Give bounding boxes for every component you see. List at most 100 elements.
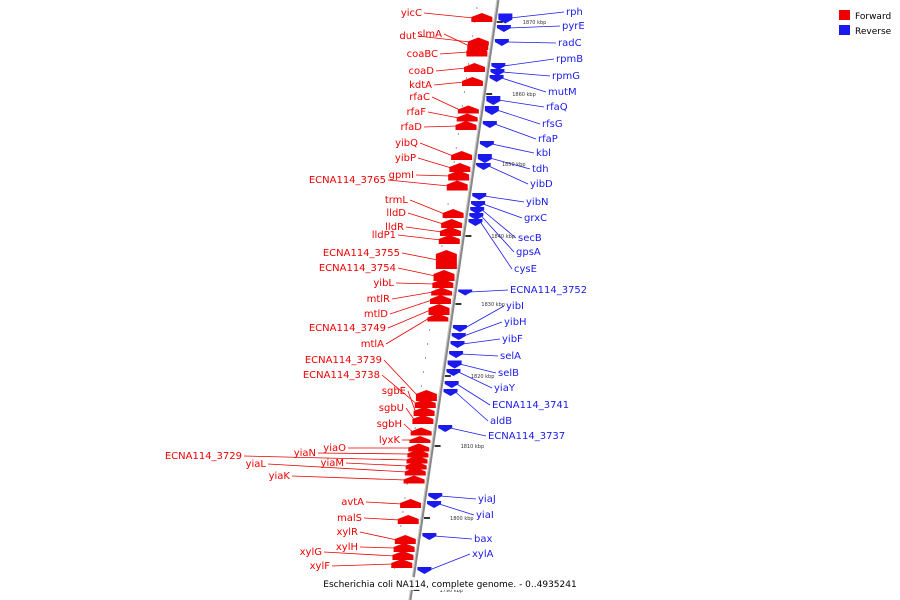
- forward-gene-label: lldP1: [372, 230, 396, 241]
- map-caption: Escherichia coli NA114, complete genome.…: [323, 580, 576, 590]
- forward-gene-leader: [387, 179, 449, 187]
- forward-gene-feature: [400, 499, 422, 508]
- forward-gene-leader: [391, 291, 434, 300]
- forward-gene-feature: [446, 180, 468, 191]
- label-leader-lines: [243, 11, 565, 571]
- reverse-gene-label: selB: [498, 368, 519, 379]
- reverse-gene-feature: [470, 207, 485, 214]
- forward-gene-feature: [433, 270, 455, 281]
- forward-gene-leader: [423, 12, 474, 19]
- reverse-gene-leader: [496, 109, 541, 125]
- reverse-gene-leader: [440, 495, 477, 500]
- reverse-gene-leader: [481, 215, 515, 253]
- reverse-gene-leader: [480, 221, 513, 270]
- forward-gene-label: xylF: [310, 561, 331, 572]
- forward-gene-feature: [461, 77, 483, 86]
- reverse-gene-leader: [482, 203, 523, 219]
- forward-gene-label: malS: [337, 513, 362, 524]
- reverse-gene-leader: [459, 363, 497, 374]
- reverse-gene-label: rpmB: [556, 54, 583, 65]
- reverse-gene-feature: [422, 533, 437, 540]
- forward-gene-label: xylR: [336, 527, 358, 538]
- minor-tick-dot: [404, 497, 406, 499]
- minor-tick-dot: [461, 105, 464, 107]
- reverse-gene-leader: [498, 99, 545, 108]
- forward-gene-leader: [243, 455, 409, 461]
- minor-tick-dot: [457, 133, 459, 135]
- reverse-gene-label: ECNA114_3752: [510, 285, 587, 296]
- scale-tick-label: 1870 kbp: [523, 20, 547, 26]
- reverse-gene-label: rph: [566, 7, 583, 18]
- reverse-gene-feature: [486, 96, 501, 105]
- reverse-gene-label: rfsG: [542, 119, 563, 130]
- reverse-gene-label: rfaQ: [546, 102, 568, 113]
- reverse-gene-leader: [506, 41, 557, 44]
- forward-gene-feature: [403, 475, 425, 484]
- forward-gene-feature: [408, 443, 430, 452]
- forward-gene-label: lldR: [385, 222, 404, 233]
- forward-gene-leader: [407, 212, 444, 225]
- reverse-gene-feature: [447, 360, 462, 369]
- minor-tick-dot: [406, 483, 408, 485]
- forward-gene-label: ECNA114_3754: [319, 263, 396, 274]
- forward-gene-label: lldD: [386, 208, 406, 219]
- reverse-gene-feature: [469, 213, 484, 220]
- reverse-gene-feature: [494, 39, 509, 46]
- forward-gene-leader: [407, 390, 416, 413]
- forward-gene-leader: [389, 299, 433, 315]
- forward-gene-leader: [387, 309, 431, 329]
- forward-gene-leader: [291, 475, 406, 481]
- reverse-gene-feature: [468, 219, 483, 226]
- minor-tick-dot: [402, 511, 404, 513]
- forward-gene-feature: [466, 46, 488, 57]
- forward-gene-leader: [395, 282, 435, 285]
- legend-forward-label: Forward: [855, 12, 891, 22]
- forward-gene-label: dut: [399, 31, 416, 42]
- reverse-gene-feature: [489, 75, 504, 82]
- forward-gene-feature: [471, 13, 493, 22]
- forward-gene-feature: [428, 304, 450, 315]
- reverse-gene-feature: [484, 106, 499, 115]
- minor-tick-dot: [414, 427, 416, 429]
- reverse-gene-leader: [429, 553, 471, 571]
- reverse-gene-leader: [462, 338, 501, 345]
- reverse-gene-label: rpmG: [552, 71, 580, 82]
- scale-tick-label: 1800 kbp: [450, 516, 474, 522]
- reverse-gene-leader: [503, 58, 555, 67]
- reverse-gene-leader: [481, 209, 517, 239]
- forward-gene-feature: [431, 287, 453, 296]
- minor-tick-dot: [424, 357, 427, 359]
- forward-gene-leader: [423, 125, 458, 128]
- reverse-gene-label: mutM: [548, 87, 577, 98]
- reverse-gene-feature: [477, 154, 492, 163]
- scale-tick-label: 1850 kbp: [502, 162, 526, 168]
- forward-gene-feature: [410, 427, 432, 436]
- reverse-gene-label: xylA: [472, 549, 494, 560]
- legend-forward-swatch: [839, 10, 850, 20]
- reverse-gene-feature: [479, 141, 494, 148]
- forward-gene-feature: [427, 313, 449, 322]
- reverse-gene-feature: [438, 425, 453, 432]
- reverse-gene-feature: [498, 13, 513, 24]
- reverse-gene-leader: [464, 305, 505, 329]
- forward-gene-leader: [417, 157, 452, 169]
- forward-gene-label: yiaM: [321, 458, 344, 469]
- reverse-gene-feature: [496, 25, 511, 32]
- reverse-gene-leader: [450, 427, 487, 437]
- reverse-gene-feature: [443, 389, 458, 396]
- forward-gene-label: ECNA114_3738: [303, 370, 380, 381]
- forward-gene-label: lyxK: [379, 435, 401, 446]
- reverse-gene-leader: [463, 321, 503, 337]
- minor-tick-dot: [465, 77, 468, 79]
- reverse-gene-label: tdh: [532, 164, 549, 175]
- minor-tick-dot: [472, 35, 474, 37]
- forward-gene-feature: [412, 415, 434, 424]
- reverse-gene-leader: [508, 25, 561, 29]
- forward-gene-leader: [317, 452, 410, 455]
- reverse-gene-leader: [491, 143, 535, 154]
- forward-gene-label: rfaC: [409, 92, 430, 103]
- forward-gene-label: yiaO: [323, 443, 346, 454]
- reverse-gene-label: radC: [558, 38, 582, 49]
- reverse-gene-leader: [434, 535, 473, 540]
- reverse-gene-label: gpsA: [516, 247, 541, 258]
